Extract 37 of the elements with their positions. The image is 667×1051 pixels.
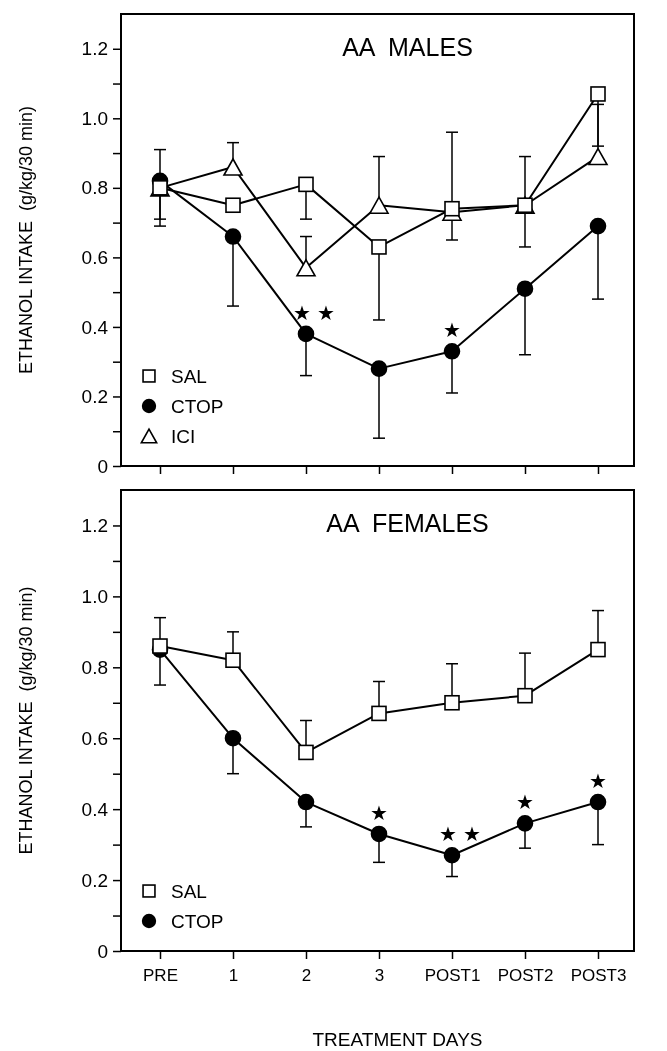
annotation: ★ (370, 801, 388, 824)
y-tick-label: 0.4 (81, 316, 109, 338)
y-tick-label: 0.6 (81, 727, 108, 749)
annotation: ★ (589, 770, 607, 793)
x-tick-label: 1 (228, 965, 239, 985)
x-tick-label: 3 (374, 965, 385, 985)
text: AA MALES (342, 33, 473, 61)
y-tick-label: 0.8 (81, 177, 108, 199)
x-axis-title: TREATMENT DAYS (312, 1029, 483, 1050)
y-tick-label: 0 (97, 455, 108, 477)
x-tick-label: POST3 (570, 965, 627, 985)
y-tick-label: 0.8 (81, 656, 108, 678)
y-tick-label: 1.2 (81, 38, 108, 60)
legend-label: CTOP (171, 911, 224, 932)
y-tick-label: 1.2 (81, 515, 108, 537)
x-tick-label: POST2 (497, 965, 554, 985)
y-tick-label: 0.2 (81, 386, 108, 408)
legend-label: SAL (171, 881, 207, 902)
annotation: ★ (443, 319, 461, 342)
legend-label: CTOP (171, 396, 224, 417)
text: AA FEMALES (326, 509, 489, 537)
x-tick-label: PRE (143, 965, 178, 985)
x-tick-label: POST1 (424, 965, 481, 985)
legend-label: SAL (171, 366, 207, 387)
annotation: ★ ★ (293, 301, 335, 324)
annotation: ★ (516, 791, 534, 814)
y-tick-label: 0.2 (81, 869, 108, 891)
annotation: ★ ★ (439, 823, 481, 846)
y-axis-title: ETHANOL INTAKE (g/kg/30 min) (16, 586, 36, 855)
legend-label: ICI (171, 426, 196, 447)
y-tick-label: 1.0 (81, 107, 108, 129)
y-tick-label: 0 (97, 940, 108, 962)
y-tick-label: 0.4 (81, 798, 109, 820)
x-tick-label: 2 (301, 965, 312, 985)
y-tick-label: 0.6 (81, 246, 108, 268)
y-axis-title: ETHANOL INTAKE (g/kg/30 min) (16, 105, 36, 375)
y-tick-label: 1.0 (81, 585, 108, 607)
